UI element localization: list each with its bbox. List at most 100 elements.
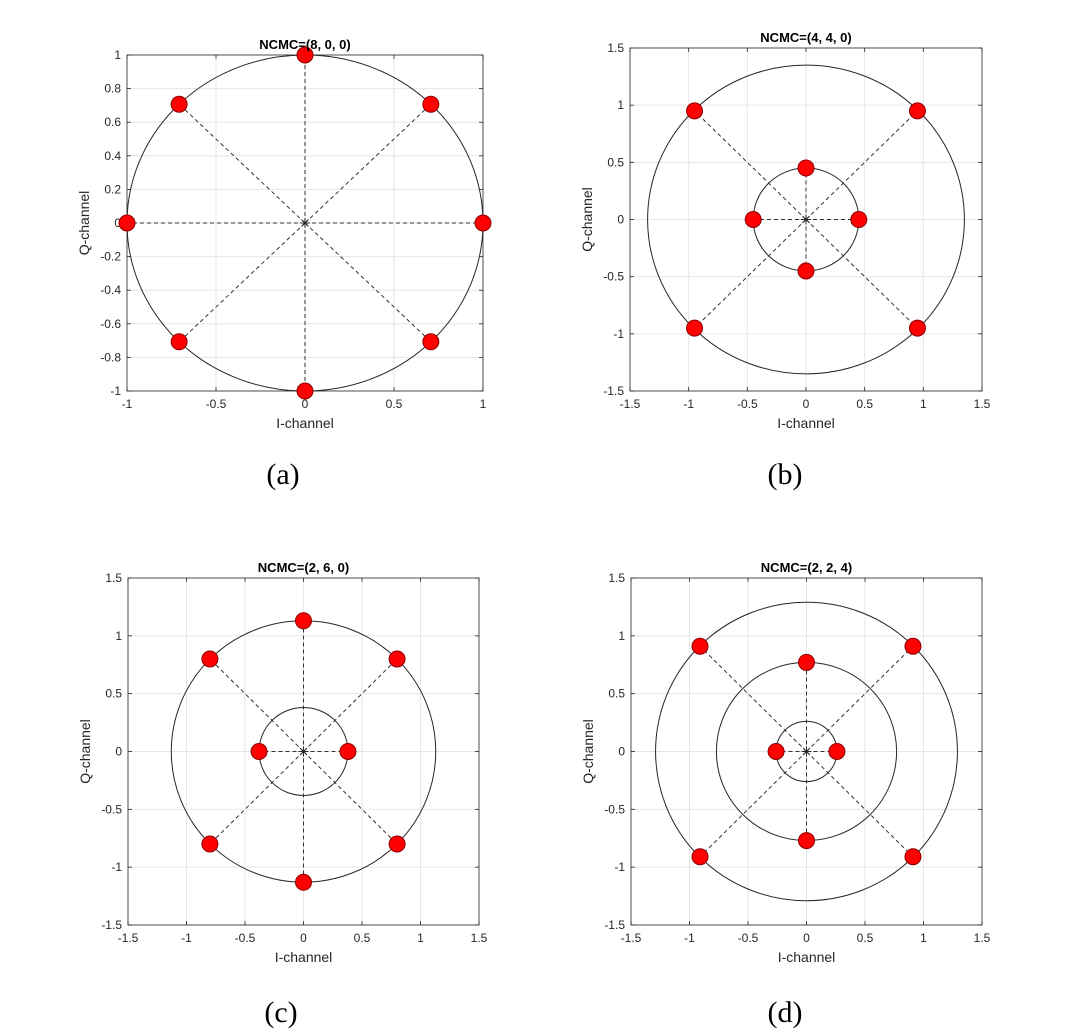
y-tick-label: -0.5 <box>603 270 624 284</box>
y-tick-label: 0.6 <box>104 115 121 129</box>
constellation-point <box>908 319 926 337</box>
constellation-point <box>388 835 406 853</box>
y-tick-label: 0.5 <box>607 155 624 169</box>
x-axis-label: I-channel <box>778 949 836 965</box>
y-tick-label: 0 <box>617 213 624 227</box>
x-tick-label: 0 <box>300 931 307 945</box>
spoke-line <box>805 110 918 220</box>
y-axis-label: Q-channel <box>579 187 595 252</box>
x-tick-label: -0.5 <box>206 397 227 411</box>
constellation-point <box>295 612 312 630</box>
spoke-line <box>694 110 807 220</box>
y-tick-label: 0 <box>114 216 121 230</box>
y-tick-label: 1.5 <box>607 41 624 55</box>
y-tick-label: 0 <box>115 745 122 759</box>
y-tick-label: -1.5 <box>604 918 625 932</box>
x-tick-label: 0 <box>803 931 810 945</box>
constellation-point <box>744 211 762 228</box>
y-axis-label: Q-channel <box>77 719 93 784</box>
x-tick-label: 0.5 <box>857 931 874 945</box>
spoke-line <box>699 751 807 858</box>
y-tick-label: 0 <box>618 745 625 759</box>
y-tick-label: -1.5 <box>603 384 624 398</box>
spoke-line <box>178 103 306 224</box>
spoke-line <box>304 222 432 343</box>
x-tick-label: 0 <box>302 397 309 411</box>
y-tick-label: 1 <box>618 629 625 643</box>
plot-title: NCMC=(8, 0, 0) <box>259 37 350 52</box>
x-tick-label: 0.5 <box>856 397 873 411</box>
x-tick-label: 1 <box>417 931 424 945</box>
spoke-line <box>694 219 807 329</box>
x-axis-label: I-channel <box>777 415 835 431</box>
y-tick-label: 1.5 <box>105 571 122 585</box>
x-tick-label: 1 <box>920 397 927 411</box>
origin-star-icon <box>801 746 812 757</box>
subfigure-caption: (a) <box>266 458 299 491</box>
spoke-line <box>304 103 432 224</box>
constellation-point <box>904 848 922 866</box>
y-tick-label: -1.5 <box>101 918 122 932</box>
ring-circle <box>655 601 958 902</box>
x-tick-label: -0.5 <box>738 931 759 945</box>
x-tick-label: 0.5 <box>354 931 371 945</box>
y-tick-label: -1 <box>613 327 624 341</box>
constellation-point <box>691 848 709 866</box>
constellation-point <box>686 319 704 337</box>
constellation-point <box>686 102 704 120</box>
x-tick-label: 1.5 <box>471 931 488 945</box>
constellation-point <box>904 637 922 655</box>
y-tick-label: -0.2 <box>100 250 121 264</box>
spoke-line <box>806 645 914 752</box>
y-tick-label: 1 <box>617 98 624 112</box>
constellation-point <box>201 650 219 668</box>
spoke-line <box>303 658 398 752</box>
x-axis-label: I-channel <box>276 415 334 431</box>
y-tick-label: 1.5 <box>608 571 625 585</box>
y-tick-label: -0.8 <box>100 350 121 364</box>
y-axis-label: Q-channel <box>580 719 596 784</box>
y-tick-label: -0.6 <box>100 317 121 331</box>
y-tick-label: -1 <box>110 384 121 398</box>
x-tick-label: -1 <box>683 397 694 411</box>
constellation-point <box>798 832 815 850</box>
spoke-line <box>303 751 398 845</box>
constellation-point <box>339 743 357 760</box>
spoke-line <box>178 222 306 343</box>
subfigure-caption: (b) <box>768 458 803 491</box>
x-tick-label: 1 <box>480 397 487 411</box>
y-tick-label: -0.5 <box>101 802 122 816</box>
constellation-point <box>201 835 219 853</box>
x-tick-label: -1.5 <box>118 931 139 945</box>
y-tick-label: 1 <box>114 48 121 62</box>
y-tick-label: 0.2 <box>104 182 121 196</box>
x-tick-label: 1.5 <box>974 931 991 945</box>
constellation-point <box>422 333 440 351</box>
constellation-point <box>296 382 314 400</box>
y-tick-label: 0.4 <box>104 149 121 163</box>
constellation-point <box>170 333 188 351</box>
plot-title: NCMC=(2, 6, 0) <box>258 560 349 575</box>
x-tick-label: -1 <box>122 397 133 411</box>
spoke-line <box>699 645 807 752</box>
constellation-point <box>767 743 785 760</box>
constellation-point <box>797 262 815 280</box>
constellation-point <box>850 211 868 228</box>
constellation-point <box>797 159 815 177</box>
spoke-line <box>209 751 304 845</box>
x-tick-label: -0.5 <box>737 397 758 411</box>
origin-star-icon <box>298 746 309 757</box>
x-axis-label: I-channel <box>275 949 333 965</box>
constellation-point <box>908 102 926 120</box>
y-tick-label: -0.5 <box>604 802 625 816</box>
constellation-plot-4: -1.5 -1 -0.5 0 0.5 1 1.5 -1.5 -1 -0.5 0 0.5 1 1.5 NCMC… <box>580 560 991 1029</box>
y-tick-label: 0.5 <box>105 687 122 701</box>
spoke-line <box>805 219 918 329</box>
x-tick-label: -1.5 <box>621 931 642 945</box>
constellation-point <box>295 873 312 891</box>
origin-star-icon <box>300 218 310 228</box>
x-tick-label: 1.5 <box>974 397 991 411</box>
constellation-point <box>798 653 815 671</box>
